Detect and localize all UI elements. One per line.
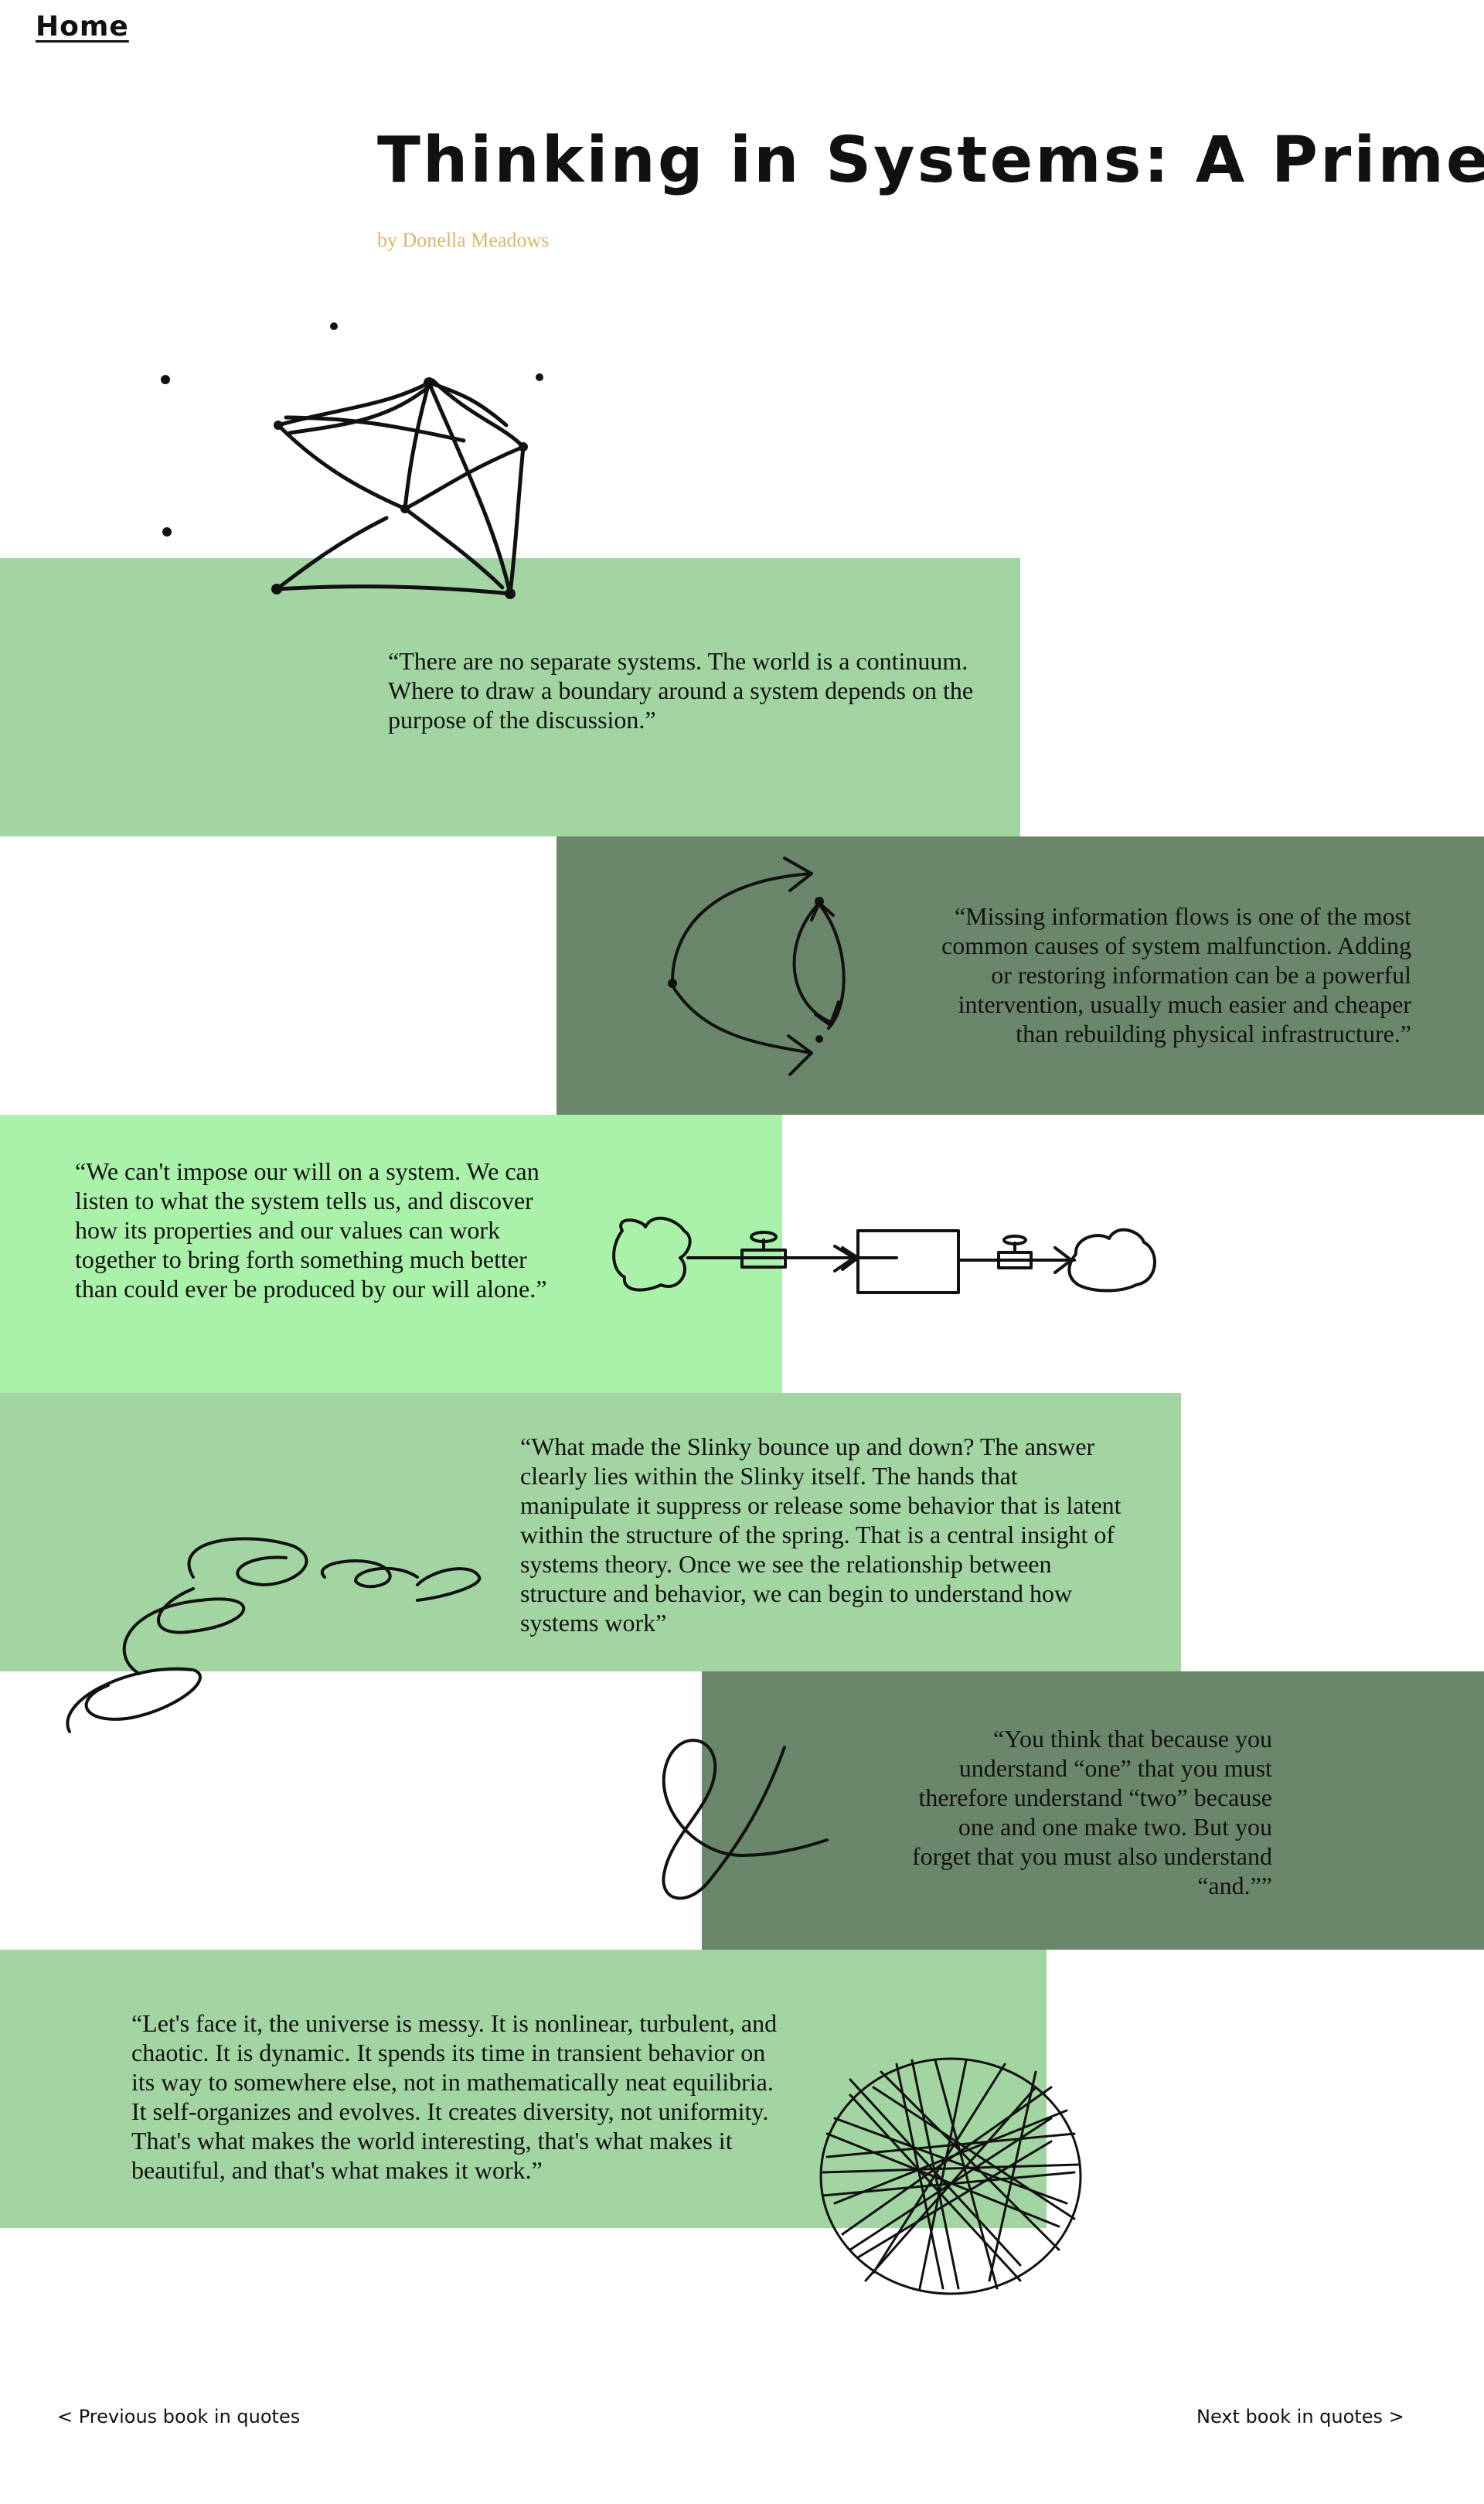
author-byline: by Donella Meadows <box>377 229 550 251</box>
quote-band-3 <box>0 1115 782 1393</box>
quote-text-4: “What made the Slinky bounce up and down… <box>520 1433 1122 1637</box>
home-link[interactable]: Home <box>36 11 129 43</box>
quote-text-6: “Let's face it, the universe is messy. I… <box>131 2009 778 2184</box>
quote-text-1: “There are no separate systems. The worl… <box>388 647 974 734</box>
scribble-circle-icon <box>819 2057 1082 2295</box>
feedback-loop-icon <box>668 857 846 1076</box>
stock-flow-icon <box>612 1216 1156 1294</box>
page-title: Thinking in Systems: A Primer <box>377 124 1484 197</box>
quote-band-1 <box>0 558 1020 836</box>
quote-text-3: “We can't impose our will on a system. W… <box>75 1157 547 1303</box>
slinky-spring-icon <box>66 1537 482 1733</box>
quote-band-4 <box>0 1393 1181 1671</box>
network-graph-icon <box>161 322 543 599</box>
quote-text-2: “Missing information flows is one of the… <box>941 902 1411 1048</box>
quote-text-5: “You think that because you understand “… <box>912 1725 1272 1899</box>
next-book-link[interactable]: Next book in quotes > <box>1196 2406 1404 2427</box>
quote-band-2 <box>556 836 1484 1115</box>
quote-band-5 <box>702 1671 1484 1950</box>
ampersand-icon <box>662 1739 829 1900</box>
quote-band-6 <box>0 1950 1047 2228</box>
previous-book-link[interactable]: < Previous book in quotes <box>57 2406 301 2427</box>
